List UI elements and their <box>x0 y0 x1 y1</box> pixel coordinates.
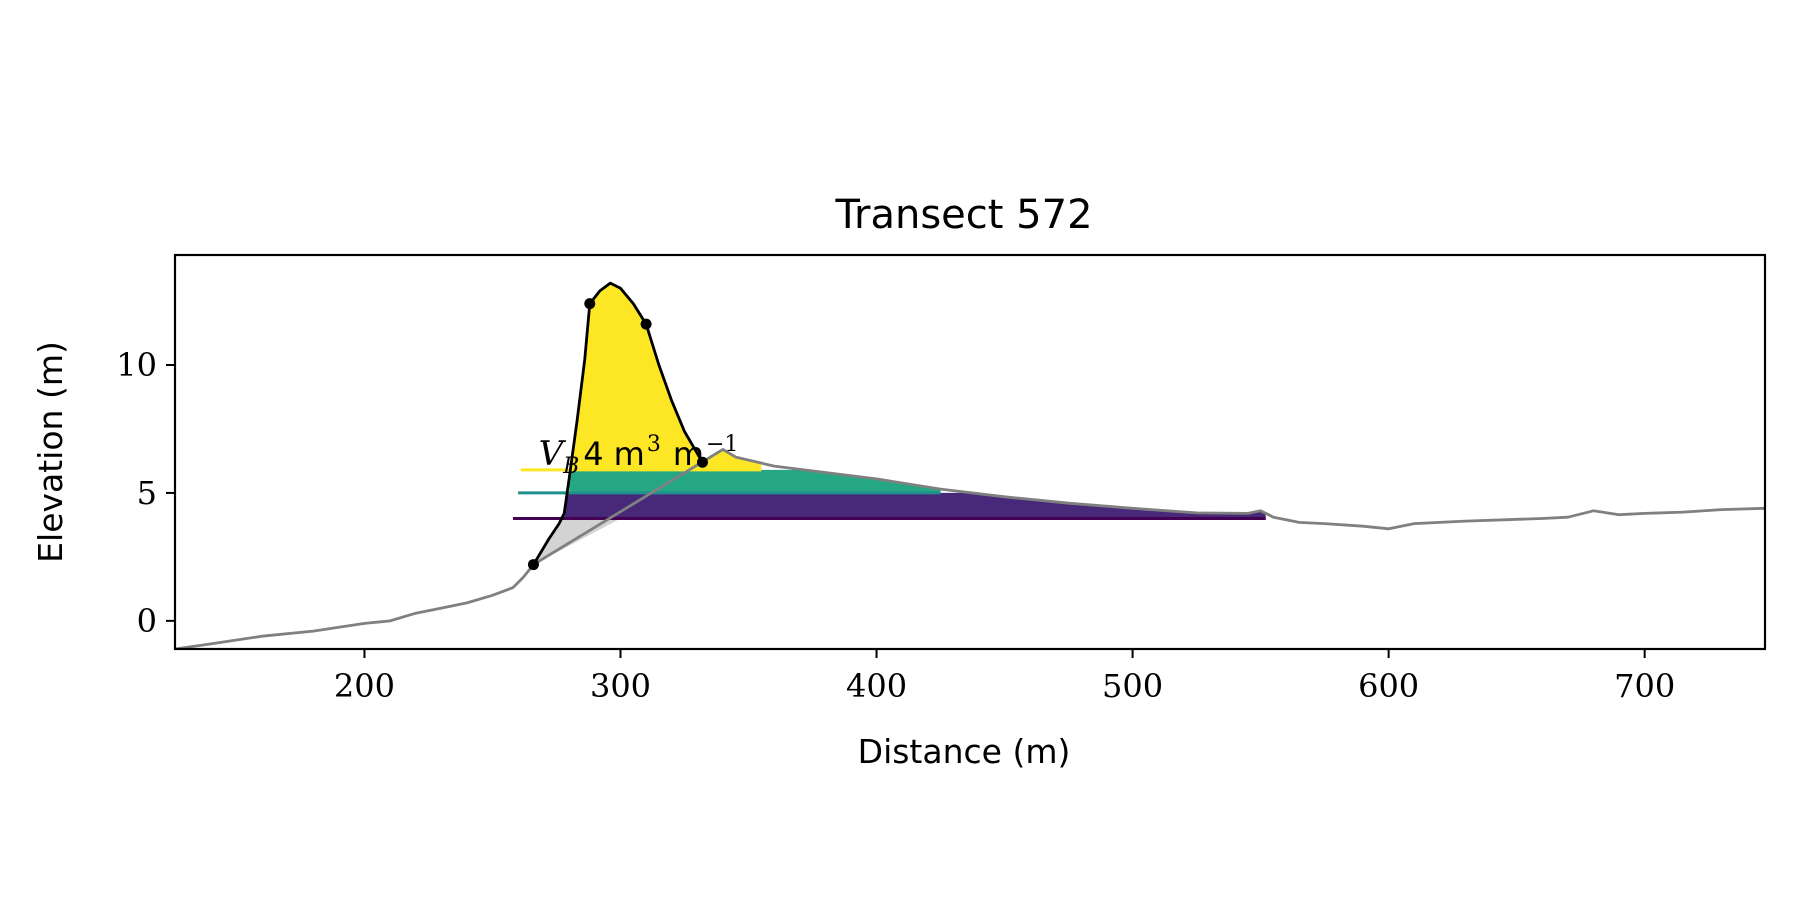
y-axis-label: Elevation (m) <box>31 341 70 563</box>
x-axis-label: Distance (m) <box>858 732 1071 771</box>
annotation-unit: m <box>614 435 645 473</box>
elevation-profile-line <box>175 447 1765 649</box>
x-tick-label-500: 500 <box>1102 667 1163 705</box>
dune-point-marker-3 <box>696 456 708 468</box>
annotation-unit-exp: 3 <box>647 432 661 457</box>
dune-point-marker-2 <box>640 318 652 330</box>
y-tick-label-0: 0 <box>137 602 157 640</box>
x-tick-label-700: 700 <box>1614 667 1675 705</box>
annotation-symbol: V <box>539 434 567 474</box>
level-lines <box>512 468 1266 521</box>
y-axis-ticks: 0 5 10 <box>116 346 175 640</box>
y-tick-label-5: 5 <box>137 474 157 512</box>
x-tick-label-300: 300 <box>590 667 651 705</box>
volume-band-3 <box>571 283 762 470</box>
x-axis-ticks: 200 300 400 500 600 700 <box>334 649 1675 705</box>
plot-frame <box>173 253 1767 651</box>
annotation-unit2-exp: −1 <box>706 432 738 457</box>
plot-area <box>175 281 1765 649</box>
x-tick-label-600: 600 <box>1358 667 1419 705</box>
annotation-value: 4 <box>583 435 603 473</box>
annotation-unit2: m <box>673 435 704 473</box>
dune-point-marker-4 <box>527 559 539 571</box>
annotation-subscript: B <box>562 454 579 479</box>
dune-point-marker-1 <box>584 298 596 310</box>
y-tick-label-10: 10 <box>116 346 157 384</box>
volume-annotation: VB 4 m3 m−1 <box>539 432 739 479</box>
dune-outline-line <box>532 281 704 566</box>
x-tick-label-400: 400 <box>846 667 907 705</box>
volume-band-1 <box>564 492 1266 519</box>
x-tick-label-200: 200 <box>334 667 395 705</box>
dune-outline-layer <box>532 281 704 566</box>
profile-layer <box>175 447 1765 649</box>
chart-title: Transect 572 <box>834 192 1092 238</box>
volume-annotation-text: VB 4 m3 m−1 <box>539 432 739 479</box>
marker-layer <box>527 298 708 571</box>
